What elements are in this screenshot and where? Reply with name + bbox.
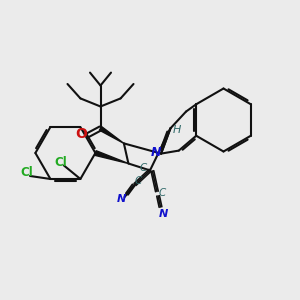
Polygon shape bbox=[95, 151, 128, 164]
Polygon shape bbox=[99, 127, 124, 143]
Text: H: H bbox=[173, 125, 181, 135]
Text: C: C bbox=[158, 188, 166, 198]
Text: O: O bbox=[76, 127, 88, 141]
Text: C: C bbox=[135, 176, 142, 187]
Text: N: N bbox=[117, 194, 126, 205]
Text: C: C bbox=[140, 163, 147, 173]
Text: Cl: Cl bbox=[20, 167, 33, 179]
Text: Cl: Cl bbox=[54, 156, 67, 169]
Text: N: N bbox=[151, 146, 161, 160]
Text: N: N bbox=[158, 208, 167, 219]
